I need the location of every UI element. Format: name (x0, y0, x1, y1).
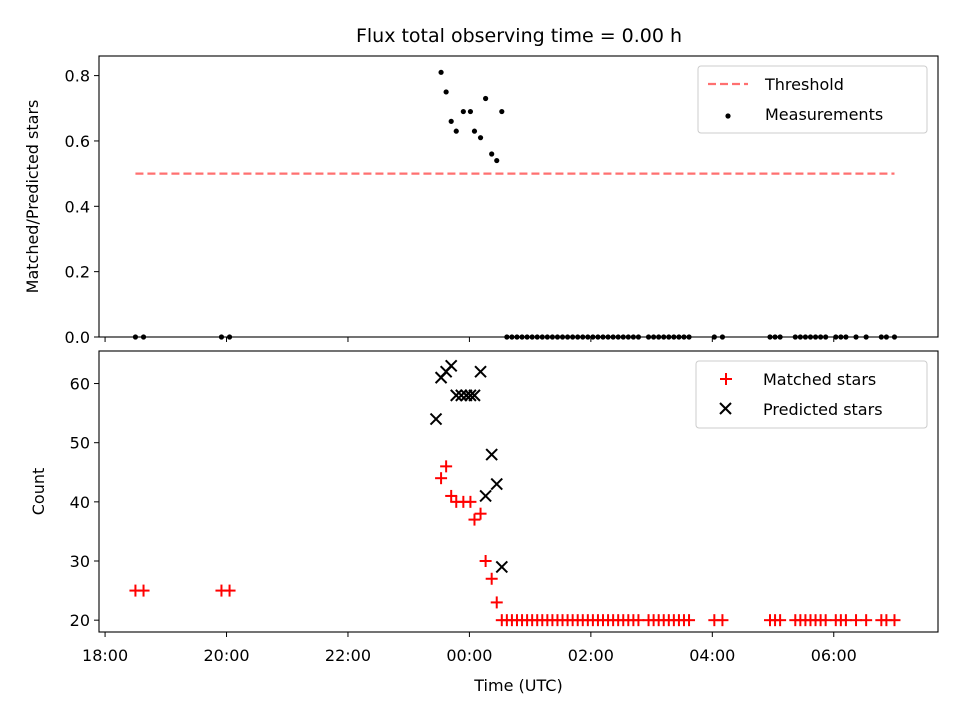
top-y-tick-label: 0.0 (65, 328, 90, 347)
matched-star-point (819, 614, 832, 627)
measurement-point (489, 151, 495, 157)
top-panel: 0.00.20.40.60.8 Matched/Predicted stars … (23, 55, 939, 347)
predicted-star-point (495, 560, 509, 574)
matched-star-point (632, 614, 645, 627)
legend-measurements-label: Measurements (765, 105, 883, 124)
bottom-y-tick-label: 40 (70, 493, 90, 512)
top-y-tick-label: 0.6 (65, 132, 90, 151)
measurement-point (448, 118, 454, 124)
predicted-star-point (464, 389, 477, 402)
top-legend: Threshold Measurements (697, 65, 928, 134)
matched-star-point (440, 460, 453, 473)
top-plot-frame (98, 55, 939, 338)
top-legend-box (697, 65, 928, 134)
matched-star-point (445, 489, 458, 502)
bottom-y-tick-label: 50 (70, 434, 90, 453)
matched-star-point (888, 614, 901, 627)
matched-star-point (223, 584, 236, 597)
chart-title: Flux total observing time = 0.00 h (356, 25, 682, 47)
top-y-tick-label: 0.8 (65, 67, 90, 86)
predicted-star-point (485, 448, 498, 461)
bottom-y-tick-label: 60 (70, 375, 90, 394)
matched-star-point (137, 584, 150, 597)
measurement-point (471, 128, 478, 134)
x-axis-label: Time (UTC) (473, 676, 562, 695)
measurement-point (467, 108, 474, 115)
top-y-tick-label: 0.4 (65, 197, 90, 216)
bottom-y-tick-label: 30 (70, 552, 90, 571)
predicted-star-point (474, 365, 487, 378)
x-tick-label: 20:00 (203, 646, 249, 665)
predicted-star-point (429, 412, 443, 426)
legend-matched-label: Matched stars (763, 370, 876, 389)
matched-star-point (839, 614, 852, 627)
bottom-legend-box (695, 360, 928, 429)
measurement-point (477, 135, 484, 141)
bottom-y-axis-label: Count (29, 468, 48, 516)
matched-star-point (850, 614, 863, 627)
matched-star-point (474, 507, 487, 520)
x-tick-label: 04:00 (689, 646, 735, 665)
x-tick-label: 22:00 (325, 646, 371, 665)
legend-matched-swatch (720, 373, 732, 385)
predicted-star-point (479, 489, 492, 503)
measurement-point (494, 157, 500, 164)
x-tick-label: 18:00 (82, 646, 128, 665)
legend-measurements-swatch (725, 113, 731, 119)
measurement-point (453, 128, 459, 134)
predicted-star-point (450, 389, 463, 402)
matched-star-point (435, 472, 448, 485)
predicted-star-point (468, 389, 481, 402)
top-y-tick-label: 0.2 (65, 263, 90, 282)
predicted-star-point (455, 389, 468, 402)
bottom-panel: 20 30 40 50 60 18:00 20:00 22:00 00:00 02:00 04:0… (29, 350, 939, 695)
matched-star-point (774, 614, 787, 627)
predicted-star-point (444, 359, 458, 372)
top-y-axis-label: Matched/Predicted stars (23, 100, 42, 294)
measurement-point (460, 108, 466, 115)
predicted-star-point (490, 477, 503, 491)
bottom-legend: Matched stars Predicted stars (695, 360, 928, 429)
bottom-plot-frame (98, 350, 939, 633)
matched-star-point (468, 513, 481, 526)
matched-star-point (860, 614, 873, 627)
legend-predicted-label: Predicted stars (763, 400, 883, 419)
measurement-point (443, 89, 449, 95)
matched-star-point (683, 614, 696, 627)
measurement-point (483, 95, 489, 102)
x-tick-label: 06:00 (811, 646, 857, 665)
matched-star-point (464, 495, 477, 508)
measurement-point (438, 69, 444, 75)
legend-predicted-swatch (719, 402, 732, 415)
measurement-point (499, 108, 505, 115)
bottom-y-tick-label: 20 (70, 611, 90, 630)
x-tick-label: 00:00 (446, 646, 492, 665)
matched-star-point (479, 555, 492, 568)
legend-threshold-label: Threshold (764, 75, 844, 94)
matched-star-point (716, 614, 729, 627)
matched-star-point (485, 572, 498, 585)
matched-star-point (490, 596, 503, 609)
x-tick-label: 02:00 (568, 646, 614, 665)
